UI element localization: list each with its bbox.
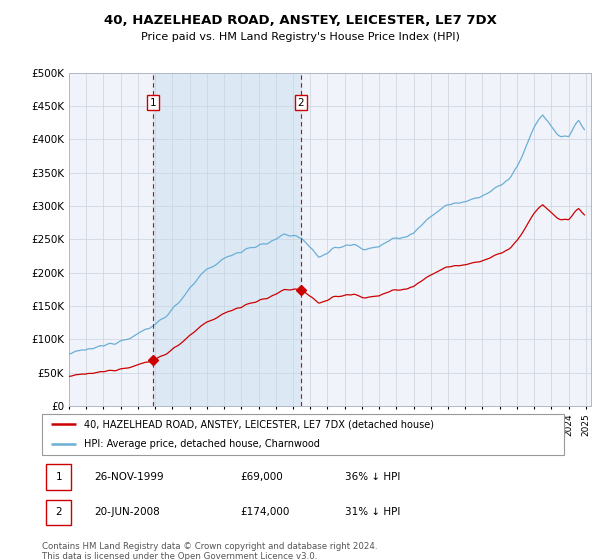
FancyBboxPatch shape bbox=[46, 500, 71, 525]
Text: 31% ↓ HPI: 31% ↓ HPI bbox=[345, 507, 400, 517]
Text: 1: 1 bbox=[150, 98, 157, 108]
Text: 36% ↓ HPI: 36% ↓ HPI bbox=[345, 472, 400, 482]
Text: 2: 2 bbox=[55, 507, 62, 517]
Text: £174,000: £174,000 bbox=[241, 507, 290, 517]
Text: 2: 2 bbox=[298, 98, 304, 108]
FancyBboxPatch shape bbox=[42, 414, 564, 455]
Text: 20-JUN-2008: 20-JUN-2008 bbox=[94, 507, 160, 517]
Text: 40, HAZELHEAD ROAD, ANSTEY, LEICESTER, LE7 7DX: 40, HAZELHEAD ROAD, ANSTEY, LEICESTER, L… bbox=[104, 14, 496, 27]
Text: HPI: Average price, detached house, Charnwood: HPI: Average price, detached house, Char… bbox=[84, 439, 320, 449]
Text: Price paid vs. HM Land Registry's House Price Index (HPI): Price paid vs. HM Land Registry's House … bbox=[140, 32, 460, 43]
Text: 1: 1 bbox=[55, 472, 62, 482]
FancyBboxPatch shape bbox=[46, 464, 71, 490]
Bar bbox=[154, 73, 301, 406]
Text: 26-NOV-1999: 26-NOV-1999 bbox=[94, 472, 164, 482]
Text: 40, HAZELHEAD ROAD, ANSTEY, LEICESTER, LE7 7DX (detached house): 40, HAZELHEAD ROAD, ANSTEY, LEICESTER, L… bbox=[84, 419, 434, 430]
Text: Contains HM Land Registry data © Crown copyright and database right 2024.
This d: Contains HM Land Registry data © Crown c… bbox=[42, 542, 377, 560]
Text: £69,000: £69,000 bbox=[241, 472, 283, 482]
